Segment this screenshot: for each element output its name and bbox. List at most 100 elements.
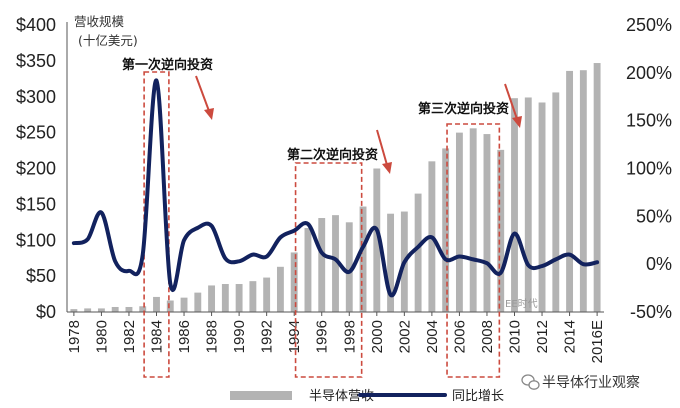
growth-line [71,78,600,298]
left-tick-label: $100 [16,230,56,250]
left-axis-ticks: $0 $50 $100 $150 $200 $250 $300 $350 $400 [16,15,56,322]
revenue-bar [387,213,395,312]
revenue-bar [166,300,174,312]
revenue-bar [345,222,353,312]
x-tick-label: 1986 [176,320,193,353]
revenue-bar [552,92,560,312]
x-tick-label: 1998 [341,320,358,353]
left-tick-label: $350 [16,51,56,71]
revenue-bar [194,292,202,312]
x-tick-label: 2014 [562,320,579,353]
revenue-bar [414,193,422,312]
arrow-first-head-icon [204,108,214,120]
x-tick-label: 2000 [369,320,386,353]
revenue-bar [249,281,257,312]
revenue-bar [180,297,188,312]
x-tick-label: 1988 [204,320,221,353]
x-tick-label: 1990 [231,320,248,353]
x-tick-label: 2010 [507,320,524,353]
revenue-bar [593,63,601,312]
revenue-bar [318,218,326,312]
left-axis-unit-line1: 营收规模 [74,14,125,29]
x-tick-label: 1980 [93,320,110,353]
revenue-bar [455,132,463,313]
revenue-bar [263,277,271,312]
revenue-bar [125,306,133,312]
legend: 半导体营收 同比增长 [230,389,504,404]
revenue-bar [304,228,312,312]
watermark: 半导体行业观察 [521,374,640,391]
annotation-second-label: 第二次逆向投资 [287,147,378,163]
x-tick-label: 2002 [396,320,413,353]
arrow-third-icon [504,83,518,120]
revenue-bar [139,306,147,312]
revenue-bar [332,215,339,312]
left-tick-label: $50 [26,266,56,286]
left-tick-label: $200 [16,159,56,179]
left-tick-label: $300 [16,87,56,107]
x-tick-label: 2008 [479,320,496,353]
right-tick-label: -50% [630,302,672,322]
x-tick-label: 1994 [286,320,303,353]
left-tick-label: $0 [36,302,56,322]
watermark-text: 半导体行业观察 [542,374,640,391]
revenue-bar [359,206,367,312]
revenue-bar [497,149,505,312]
arrow-second-head-icon [382,162,392,174]
annotation-first-label: 第一次逆向投资 [122,57,213,73]
revenue-bar [84,308,92,312]
revenue-bar [97,308,105,312]
annotation-third-label: 第三次逆向投资 [418,101,509,117]
x-tick-label: 2012 [534,320,551,353]
right-tick-label: 50% [636,206,672,226]
revenue-bar [208,285,216,312]
legend-bar-label: 半导体营收 [309,389,374,404]
revenue-bar [579,70,587,312]
x-tick-label: 1984 [149,320,166,353]
left-tick-label: $400 [16,15,56,35]
x-axis-ticks: 1978 1980 1982 1984 1986 1988 1990 1992 1994 1996… [66,312,606,363]
investment-box [446,123,501,378]
right-tick-label: 250% [626,15,672,35]
revenue-bar [524,97,532,312]
revenue-bar [235,284,243,312]
x-tick-label: 2004 [424,320,441,353]
revenue-bar [70,309,78,312]
legend-bar-swatch [230,391,292,400]
right-tick-label: 100% [626,159,672,179]
revenue-bar [483,134,491,312]
revenue-bar [290,252,298,312]
arrow-second-icon [376,129,388,166]
right-tick-label: 0% [646,254,672,274]
revenue-bar [442,148,450,312]
legend-line-label: 同比增长 [452,389,504,404]
revenue-bar [111,306,119,312]
revenue-bar [373,168,381,312]
right-tick-label: 150% [626,111,672,131]
revenue-bar [276,266,284,312]
revenue-bar [221,284,229,312]
revenue-bar [566,70,574,312]
right-tick-label: 200% [626,63,672,83]
x-tick-label: 1996 [314,320,331,353]
x-tick-label: 1992 [259,320,276,353]
left-axis-unit-line2: (十亿美元) [78,33,138,48]
left-tick-label: $250 [16,123,56,143]
revenue-bar [511,98,518,312]
x-tick-label: 2006 [451,320,468,353]
growth-line-path [71,78,600,298]
revenue-bars [70,63,601,313]
x-tick-label: 2016E [589,320,606,363]
x-tick-label: 1982 [121,320,138,353]
annotation-arrows [195,75,522,174]
right-axis-ticks: -50% 0% 50% 100% 150% 200% 250% [626,15,672,322]
revenue-bar [538,102,546,313]
arrow-third-head-icon [512,116,522,128]
revenue-bar [153,296,160,312]
wechat-logo-icon [521,374,540,390]
faint-source-text: EE时代 [505,298,538,310]
arrow-first-icon [195,75,210,112]
revenue-bar [469,128,477,312]
left-tick-label: $150 [16,194,56,214]
